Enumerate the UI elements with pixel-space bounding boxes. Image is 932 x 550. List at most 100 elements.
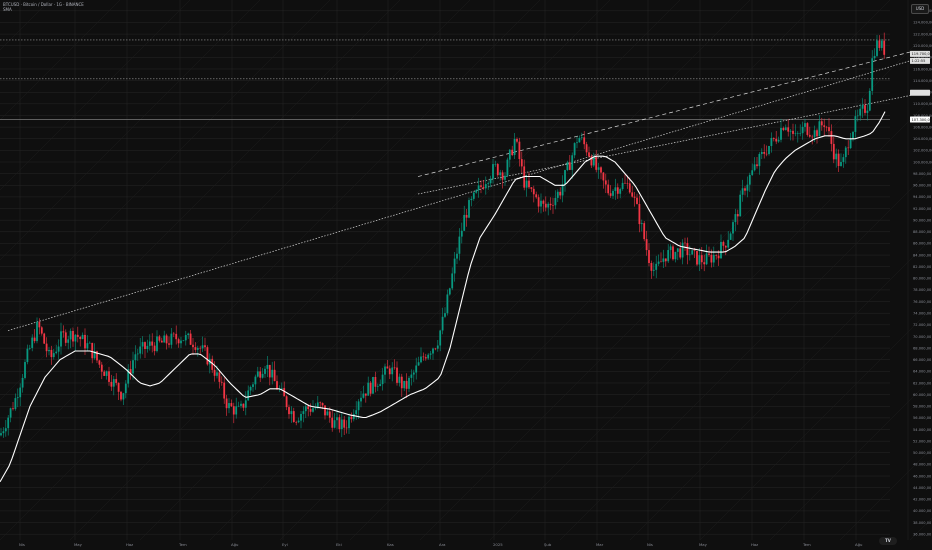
price-tick-label: 60.000,00 <box>913 393 932 397</box>
candle-body <box>830 131 833 144</box>
trend-line <box>417 51 913 177</box>
candle-body <box>141 342 144 347</box>
candle-body <box>650 262 653 271</box>
candle-body <box>408 377 410 389</box>
candle-body <box>115 379 118 383</box>
candle-body <box>652 269 655 271</box>
candle-body <box>528 180 530 188</box>
candle-body <box>213 369 216 376</box>
candle-body <box>321 403 324 406</box>
price-tick-label: 120.000,00 <box>913 44 932 48</box>
candle-body <box>264 368 266 374</box>
candle-body <box>88 342 91 344</box>
time-tick-label: Ağu <box>855 542 863 547</box>
candle-body <box>496 164 499 176</box>
candle-body <box>139 346 142 354</box>
candle-body <box>163 335 166 343</box>
candle-body <box>813 130 816 138</box>
candle-body <box>187 333 190 336</box>
symbol-title[interactable]: BTCUSD · Bitcoin / Dollar · 1G · BINANCE <box>3 2 84 7</box>
candle-body <box>540 200 542 207</box>
candle-body <box>307 406 310 410</box>
candle-body <box>280 388 283 389</box>
candle-body <box>619 189 622 194</box>
price-tick-label: 74.000,00 <box>913 312 932 316</box>
price-label-text: 107.300,00 <box>912 118 932 122</box>
candle-body <box>573 143 576 156</box>
price-tick-label: 114.000,00 <box>913 79 932 83</box>
candle-body <box>854 116 857 132</box>
candle-body <box>796 133 799 134</box>
candle-body <box>50 349 53 358</box>
candle-body <box>132 360 134 374</box>
price-tick-label: 94.000,00 <box>913 195 932 199</box>
candle-body <box>492 164 494 179</box>
candle-body <box>415 365 418 373</box>
candle-body <box>117 382 120 392</box>
candle-body <box>780 127 782 140</box>
candle-body <box>62 331 65 333</box>
candle-body <box>852 131 854 139</box>
price-axis[interactable]: 126.000,00124.000,00122.000,00120.000,00… <box>913 9 932 536</box>
candle-body <box>693 250 696 252</box>
candle-body <box>204 345 206 348</box>
candle-body <box>268 364 271 378</box>
price-tick-label: 64.000,00 <box>913 370 932 374</box>
chart-legend: BTCUSD · Bitcoin / Dollar · 1G · BINANCE… <box>3 2 84 12</box>
candle-body <box>595 156 598 170</box>
candle-body <box>43 333 46 344</box>
candle-body <box>297 420 300 423</box>
candle-body <box>412 372 415 375</box>
candle-body <box>470 198 473 201</box>
trend-lines[interactable] <box>7 51 913 331</box>
candle-body <box>866 110 869 113</box>
price-tick-label: 118.000,00 <box>913 56 932 60</box>
time-tick-label: May <box>699 542 708 547</box>
grid-diagonal <box>699 307 932 541</box>
candle-body <box>230 403 233 407</box>
candle-body <box>669 246 672 251</box>
indicator-title[interactable]: SMA <box>3 7 12 12</box>
candle-body <box>828 127 830 132</box>
candle-body <box>146 345 149 350</box>
candle-body <box>532 188 535 195</box>
candle-body <box>602 172 605 181</box>
candle-body <box>108 371 110 382</box>
candle-body <box>686 243 689 256</box>
candle-body <box>393 367 396 369</box>
grid-diagonal <box>0 0 51 51</box>
candle-body <box>319 402 322 404</box>
candle-body <box>808 134 811 137</box>
candle-body <box>218 372 221 382</box>
time-axis[interactable]: Nis May Haz Tem Ağu Eyl Eki Kas Ara 2025 Şub Mar Nis… <box>19 542 863 547</box>
candle-body <box>825 126 828 128</box>
candle-body <box>556 191 559 198</box>
candle-body <box>518 141 521 160</box>
candle-body <box>242 403 245 408</box>
price-tick-label: 78.000,00 <box>913 288 932 292</box>
candle-body <box>55 351 58 354</box>
candle-body <box>86 343 89 349</box>
candle-body <box>28 347 31 349</box>
candle-body <box>520 159 523 167</box>
candle-body <box>792 130 794 134</box>
currency-button[interactable]: USD <box>911 4 929 14</box>
candle-body <box>16 397 19 399</box>
candle-body <box>482 186 485 189</box>
candle-body <box>19 387 22 398</box>
candle-body <box>170 333 173 345</box>
candle-body <box>578 138 581 143</box>
candle-body <box>324 405 326 416</box>
candle-body <box>784 127 787 131</box>
candle-body <box>549 203 552 206</box>
candle-body <box>463 214 466 231</box>
candle-body <box>81 334 84 340</box>
candle-body <box>384 366 386 375</box>
candle-body <box>362 393 365 398</box>
candle-body <box>501 172 504 180</box>
price-tick-label: 50.000,00 <box>913 451 932 455</box>
candle-body <box>38 321 41 328</box>
candle-body <box>480 185 482 187</box>
candle-body <box>432 348 434 354</box>
